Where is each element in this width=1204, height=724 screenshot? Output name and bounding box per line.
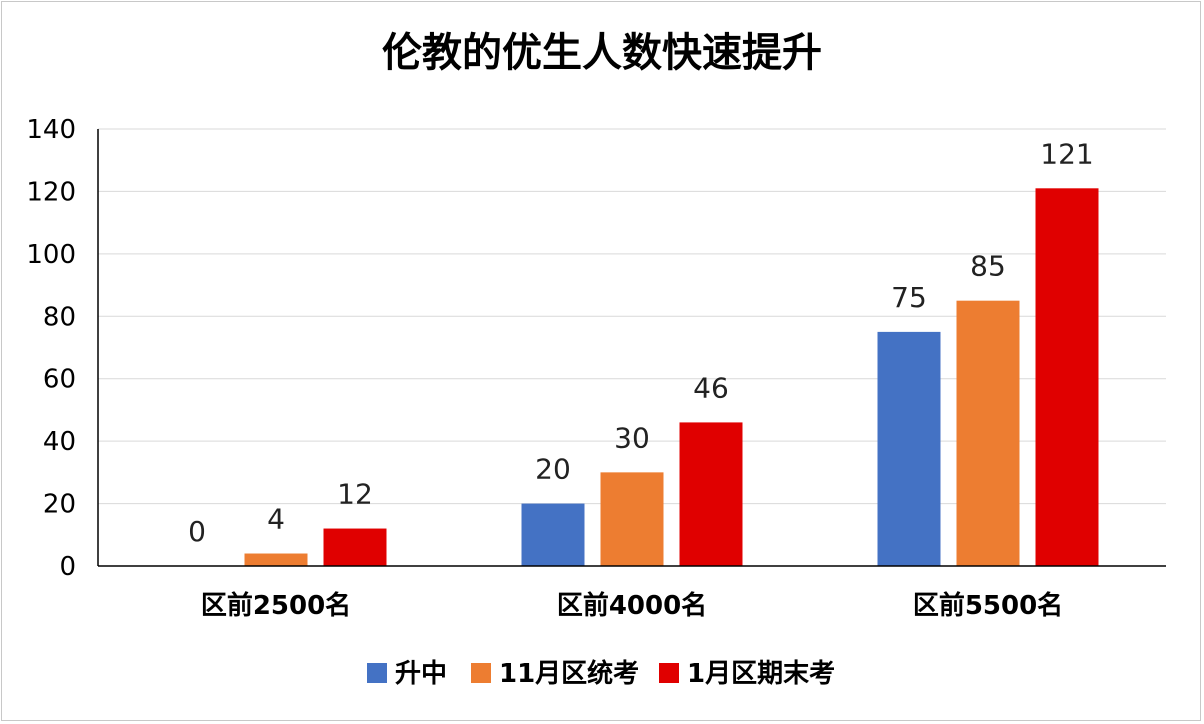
y-tick-label: 120	[26, 177, 76, 207]
legend-label: 升中	[395, 659, 447, 689]
chart-title: 伦教的优生人数快速提升	[382, 30, 822, 76]
y-tick-label: 100	[26, 240, 76, 270]
y-axis: 0 20 40 60 80 100 120 140	[26, 115, 99, 582]
data-label: 121	[1040, 137, 1093, 170]
bar	[1035, 188, 1099, 567]
bar	[877, 331, 941, 566]
bar	[679, 422, 743, 566]
y-tick-label: 0	[59, 552, 76, 582]
x-axis: 区前2500名 区前4000名 区前5500名	[98, 565, 1166, 621]
bars	[244, 188, 1099, 567]
x-category-label: 区前2500名	[201, 590, 351, 621]
data-label: 46	[693, 371, 729, 404]
data-label: 12	[337, 478, 373, 511]
legend-label: 11月区统考	[499, 658, 639, 689]
legend-label: 1月区期末考	[687, 659, 835, 689]
bar	[521, 503, 585, 566]
x-category-label: 区前4000名	[557, 590, 707, 621]
data-label: 30	[614, 421, 650, 454]
legend-swatch	[367, 663, 387, 683]
bar	[244, 553, 308, 566]
data-label: 0	[188, 515, 206, 548]
legend: 升中 11月区统考 1月区期末考	[367, 658, 835, 689]
y-tick-label: 60	[43, 365, 76, 395]
data-labels: 0 4 12 20 30 46 75 85 121	[188, 137, 1094, 548]
legend-swatch	[659, 663, 679, 683]
legend-swatch	[471, 663, 491, 683]
bar	[956, 300, 1020, 566]
data-label: 85	[970, 250, 1006, 283]
x-category-label: 区前5500名	[913, 590, 1063, 621]
y-tick-label: 40	[43, 427, 76, 457]
bar	[323, 528, 387, 566]
data-label: 20	[535, 453, 571, 486]
bar	[600, 472, 664, 566]
y-tick-label: 140	[26, 115, 76, 145]
y-tick-label: 80	[43, 302, 76, 332]
data-label: 75	[891, 281, 927, 314]
y-tick-label: 20	[43, 490, 76, 520]
data-label: 4	[267, 503, 285, 536]
